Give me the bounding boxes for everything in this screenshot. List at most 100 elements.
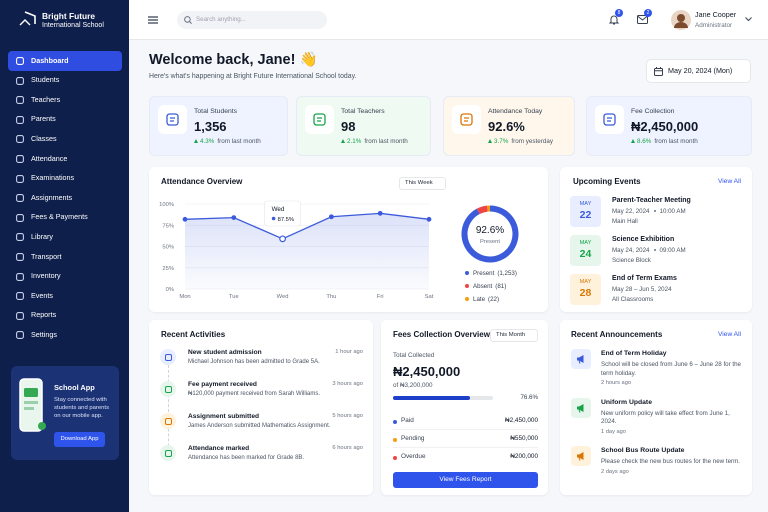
nav-item[interactable]: Transport bbox=[8, 247, 122, 267]
activity-title: New student admission bbox=[188, 349, 262, 356]
stat-icon-box bbox=[158, 105, 187, 134]
event-title[interactable]: Science Exhibition bbox=[612, 236, 675, 243]
nav-icon-part bbox=[16, 135, 24, 144]
stat-card: Fee Collection ₦2,450,000 8.6% from last mo… bbox=[586, 96, 752, 156]
legend-text: Present (1,253) bbox=[473, 270, 517, 277]
chart-title: Attendance Overview bbox=[161, 177, 243, 186]
nav-item[interactable]: Fees & Payments bbox=[8, 208, 122, 228]
nav-icon bbox=[16, 135, 24, 144]
row-dot bbox=[393, 455, 397, 460]
nav-icon-part bbox=[16, 331, 24, 340]
date-picker[interactable]: May 20, 2024 (Mon) bbox=[646, 59, 751, 83]
stat-label: Fee Collection bbox=[631, 108, 675, 115]
nav-item[interactable]: Settings bbox=[8, 325, 122, 345]
nav-item[interactable]: Library bbox=[8, 227, 122, 247]
nav-item[interactable]: Teachers bbox=[8, 90, 122, 110]
nav-item[interactable]: Inventory bbox=[8, 267, 122, 287]
nav-label: Inventory bbox=[31, 271, 61, 281]
event-date: May 28 – Jun 5, 2024 bbox=[612, 286, 672, 293]
view-all-link[interactable]: View All bbox=[718, 178, 741, 185]
stat-icon-part bbox=[166, 113, 179, 126]
nav-item[interactable]: Dashboard bbox=[8, 51, 122, 71]
filter-dropdown[interactable]: This Week bbox=[399, 177, 446, 190]
nav-icon-part bbox=[16, 272, 24, 281]
tooltip-dot bbox=[271, 216, 276, 221]
announcement-title[interactable]: End of Term Holiday bbox=[601, 350, 667, 357]
stat-icon-box bbox=[595, 105, 624, 134]
phone-illustration-part bbox=[24, 388, 38, 397]
activity-glyph bbox=[164, 353, 172, 361]
megaphone bbox=[577, 355, 584, 364]
avatar-part bbox=[674, 22, 688, 28]
stat-change: 3.7% bbox=[494, 138, 509, 145]
nav-item[interactable]: Classes bbox=[8, 129, 122, 149]
event-time: 10:00 AM bbox=[659, 208, 686, 215]
view-all-link[interactable]: View All bbox=[718, 331, 741, 338]
nav-label: Classes bbox=[31, 133, 57, 143]
x-tick-label: Wed bbox=[277, 294, 289, 300]
progress-track bbox=[393, 396, 493, 400]
nav-item[interactable]: Reports bbox=[8, 306, 122, 326]
announcement-title[interactable]: Uniform Update bbox=[601, 398, 652, 406]
megaphone-part bbox=[577, 452, 584, 460]
filter-dropdown[interactable]: This Month bbox=[490, 329, 538, 342]
announcement-text: Please check the new bus routes for the … bbox=[601, 458, 740, 465]
welcome-title: Welcome back, Jane! 👋 bbox=[149, 52, 318, 68]
logo-part bbox=[19, 19, 31, 26]
panel-title: Recent Activities bbox=[161, 330, 226, 339]
nav-icon-part bbox=[16, 155, 24, 163]
row-amount: ₦550,000 bbox=[510, 435, 538, 442]
nav-icon bbox=[16, 194, 24, 203]
activity-title: Assignment submitted bbox=[188, 413, 260, 420]
point bbox=[328, 214, 334, 220]
nav-item[interactable]: Examinations bbox=[8, 169, 122, 189]
stat-note: from last month bbox=[654, 138, 698, 145]
view-fees-button[interactable]: View Fees Report bbox=[393, 472, 538, 488]
announcement-time: 2 hours ago bbox=[601, 380, 632, 386]
megaphone-part bbox=[577, 403, 584, 412]
menu-icon[interactable] bbox=[148, 16, 158, 24]
avatar bbox=[671, 10, 691, 30]
nav-item[interactable]: Parents bbox=[8, 110, 122, 130]
event-date-text: May 22, 2024 bbox=[612, 208, 650, 215]
nav-item[interactable]: Events bbox=[8, 286, 122, 306]
event-month: MAY bbox=[579, 279, 592, 285]
event-day: 24 bbox=[579, 248, 592, 260]
legend-dot bbox=[465, 271, 469, 275]
stat-change: 8.6% bbox=[637, 138, 652, 145]
event-title[interactable]: Parent-Teacher Meeting bbox=[612, 197, 691, 204]
promo-card: School App Stay connected with students a… bbox=[11, 366, 119, 460]
stat-icon-part bbox=[317, 117, 322, 122]
date-badge: MAY 22 bbox=[570, 196, 601, 227]
search-placeholder: Search anything... bbox=[196, 16, 246, 23]
search-box[interactable]: Search anything... bbox=[177, 11, 327, 29]
y-tick-label: 50% bbox=[162, 245, 174, 251]
stat-label: Attendance Today bbox=[488, 108, 543, 115]
event-month: MAY bbox=[579, 240, 592, 246]
phone-illustration-part bbox=[38, 422, 46, 430]
announcement-title[interactable]: School Bus Route Update bbox=[601, 447, 685, 454]
bell-icon[interactable] bbox=[608, 14, 620, 25]
brand-name: International School bbox=[42, 22, 104, 29]
event-title[interactable]: End of Term Exams bbox=[612, 275, 677, 282]
nav-item[interactable]: Assignments bbox=[8, 188, 122, 208]
download-button[interactable]: Download App bbox=[54, 432, 105, 447]
donut-center-value: 92.6% bbox=[476, 225, 504, 236]
stat-arrow bbox=[341, 139, 345, 143]
separator-dot bbox=[653, 248, 656, 251]
megaphone-part bbox=[578, 360, 581, 364]
activity-text: James Anderson submitted Mathematics Ass… bbox=[188, 423, 331, 429]
separator-dot bbox=[653, 209, 656, 212]
nav-label: Students bbox=[31, 75, 60, 85]
promo-title: School App bbox=[54, 383, 95, 392]
stat-icon-part bbox=[603, 113, 616, 126]
megaphone bbox=[577, 403, 584, 413]
nav-icon bbox=[16, 57, 24, 65]
nav-item[interactable]: Students bbox=[8, 71, 122, 91]
topbar: Search anything... 8 2 Jane Cooper Administr… bbox=[129, 0, 768, 40]
date-text: May 20, 2024 (Mon) bbox=[668, 66, 733, 75]
row-name: Paid bbox=[401, 417, 414, 424]
nav-item[interactable]: Attendance bbox=[8, 149, 122, 169]
mail-icon[interactable] bbox=[637, 15, 648, 24]
activity-time: 3 hours ago bbox=[332, 381, 363, 387]
